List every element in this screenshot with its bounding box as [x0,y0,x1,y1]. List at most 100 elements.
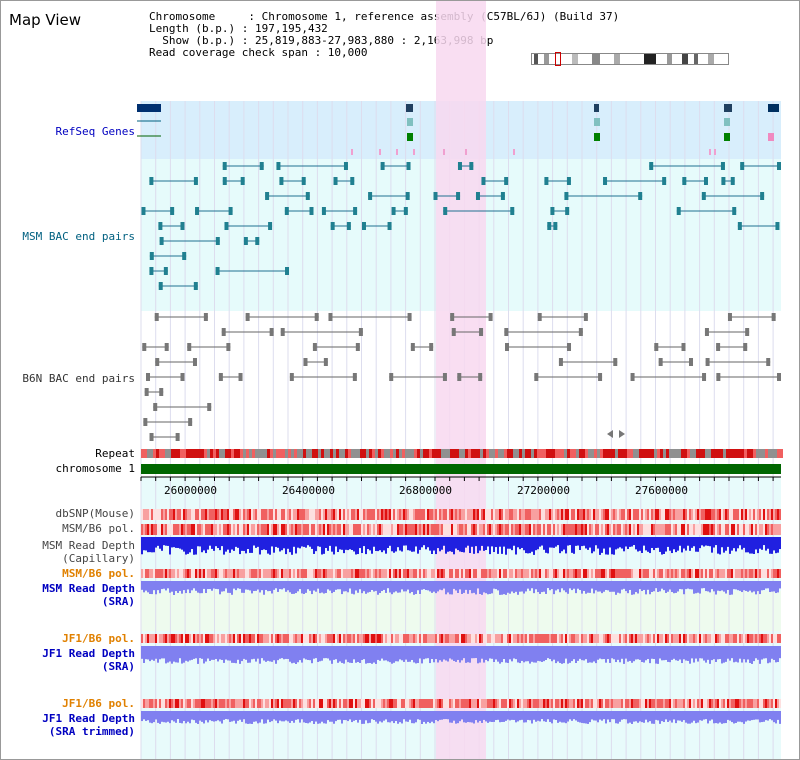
heat-cell [207,509,209,520]
depth-bar [443,581,445,589]
depth-bar [141,646,143,659]
repeat-block [345,449,348,458]
depth-bar [433,537,435,551]
heat-cell [329,509,331,520]
depth-bar [251,581,253,594]
heat-cell [195,509,197,520]
repeat-block [465,449,468,458]
depth-bar [393,537,395,553]
depth-bar [455,711,457,724]
depth-bar [693,581,695,594]
depth-bar [529,646,531,664]
heat-cell [399,569,401,578]
heat-cell [203,569,205,578]
depth-bar [707,537,709,546]
heat-cell [719,524,721,535]
depth-bar [777,581,779,593]
depth-bar [733,711,735,724]
repeat-block [669,449,672,458]
depth-bar [453,581,455,589]
depth-bar [181,646,183,664]
depth-bar [159,581,161,594]
heat-cell [535,634,537,643]
heat-cell [625,699,627,708]
heat-cell [503,699,505,708]
depth-bar [703,711,705,720]
depth-bar [581,537,583,547]
heat-cell [613,509,615,520]
heat-cell [421,634,423,643]
heat-cell [285,509,287,520]
depth-bar [501,711,503,722]
depth-bar [671,537,673,554]
depth-bar [171,646,173,664]
repeat-block [486,449,489,458]
depth-bar [467,581,469,594]
depth-bar [383,537,385,551]
heat-cell [639,509,641,520]
heat-cell [689,569,691,578]
repeat-block [504,449,507,458]
heat-cell [627,569,629,578]
depth-bar [623,537,625,552]
depth-bar [623,581,625,589]
depth-bar [777,711,779,720]
depth-bar [521,537,523,548]
heat-cell [517,699,519,708]
chromosome-ideogram[interactable] [531,52,729,66]
depth-bar [763,711,765,722]
depth-bar [331,537,333,552]
heat-cell [425,524,427,535]
heat-cell [507,569,509,578]
heat-cell [611,524,613,535]
dbsnp-label: dbSNP(Mouse) [55,507,135,520]
repeat-block [171,449,174,458]
depth-bar [415,711,417,723]
depth-bar [191,581,193,591]
heat-cell [229,524,231,535]
heat-cell [371,509,373,520]
heat-cell [263,569,265,578]
heat-cell [235,634,237,643]
depth-bar [703,646,705,661]
depth-bar [563,537,565,550]
heat-cell [445,569,447,578]
heat-cell [469,509,471,520]
repeat-block [372,449,375,458]
depth-bar [569,711,571,720]
heat-cell [513,569,515,578]
bac-pair [259,162,264,170]
heat-cell [461,569,463,578]
heat-cell [633,569,635,578]
heat-cell [725,569,727,578]
depth-bar [205,646,207,662]
heat-cell [373,569,375,578]
heat-cell [181,699,183,708]
heat-cell [735,634,737,643]
heat-cell [667,699,669,708]
repeat-block [531,449,534,458]
heat-cell [317,569,319,578]
depth-bar [251,537,253,553]
heat-cell [297,569,299,578]
depth-bar [517,711,519,722]
depth-bar [617,581,619,593]
depth-bar [679,711,681,721]
heat-cell [229,509,231,520]
heat-cell [647,509,649,520]
heat-cell [571,699,573,708]
repeat-block [528,449,531,458]
depth-bar [343,646,345,664]
repeat-block [675,449,678,458]
heat-cell [507,699,509,708]
bac-pair [309,207,314,215]
heat-cell [697,699,699,708]
depth-bar [649,581,651,595]
bac-pair [215,267,220,275]
heat-cell [747,699,749,708]
heat-cell [609,634,611,643]
heat-cell [363,509,365,520]
depth-bar [439,646,441,661]
repeat-block [393,449,396,458]
